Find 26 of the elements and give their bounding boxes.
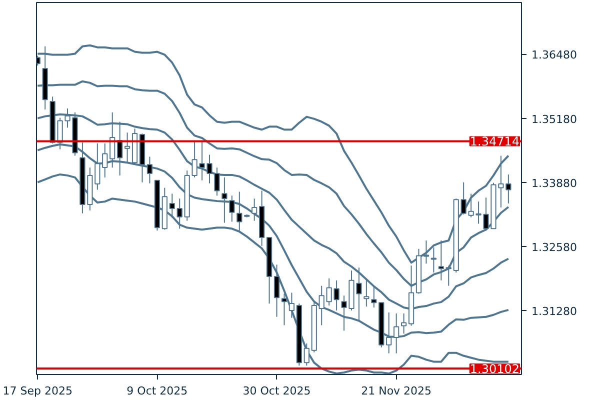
y-tick-label: 1.35180: [532, 112, 577, 126]
candlestick: [364, 278, 370, 308]
y-tick-label: 1.33880: [532, 176, 577, 190]
x-tick-label: 9 Oct 2025: [126, 384, 188, 398]
candlestick: [281, 293, 288, 326]
candlestick: [274, 264, 280, 318]
y-tick-label: 1.36480: [532, 48, 577, 62]
candlestick: [146, 156, 153, 184]
candlestick: [400, 312, 407, 334]
candlestick: [252, 198, 258, 222]
candlestick: [222, 176, 228, 224]
candlestick: [236, 191, 242, 232]
candlestick: [288, 292, 295, 318]
y-tick-label: 1.31280: [532, 304, 577, 318]
candlestick: [304, 342, 310, 366]
y-tick-label: 1.32580: [532, 240, 577, 254]
x-tick-label: 21 Nov 2025: [361, 384, 432, 398]
candlestick: [169, 193, 175, 218]
ref-line-label: 1.30102: [470, 362, 520, 376]
candlestick: [318, 285, 324, 326]
ref-line-label: 1.34714: [470, 134, 520, 149]
candlestick: [229, 195, 235, 222]
x-tick-label: 30 Oct 2025: [242, 384, 311, 398]
x-tick-label: 17 Sep 2025: [2, 384, 72, 398]
candlestick: [214, 167, 220, 196]
candlestick: [176, 198, 182, 230]
